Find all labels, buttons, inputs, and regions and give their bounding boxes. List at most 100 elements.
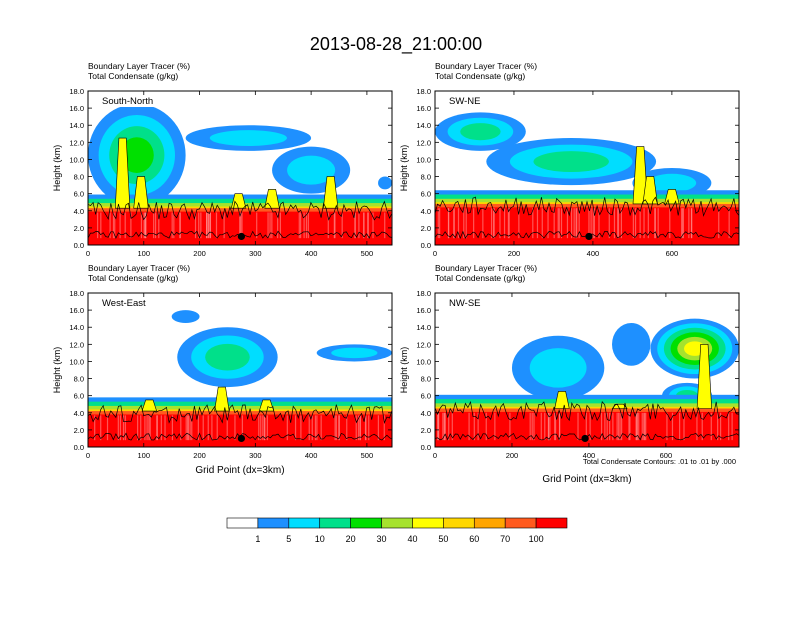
tracer-streak	[209, 212, 212, 239]
panel-header-condensate: Total Condensate (g/kg)	[88, 71, 178, 81]
tracer-streak	[346, 415, 348, 441]
colorbar-swatch	[288, 517, 321, 529]
tracer-streak	[547, 208, 549, 239]
tracer-streak	[553, 208, 555, 239]
plot-frame	[87, 90, 393, 246]
tracer-streak	[541, 208, 543, 239]
y-axis-label: Height (km)	[399, 347, 409, 394]
tracer-streak	[357, 415, 360, 441]
tracer-streak	[180, 415, 182, 441]
tracer-streak	[559, 412, 561, 441]
tracer-streak	[643, 208, 645, 239]
panel-header-condensate: Total Condensate (g/kg)	[435, 273, 525, 283]
tracer-streak	[482, 208, 484, 239]
tracer-streak	[448, 208, 450, 239]
tracer-streak	[149, 415, 151, 441]
contour-note: Total Condensate Contours: .01 to .01 by…	[583, 457, 736, 466]
tracer-streak	[578, 208, 580, 239]
tracer-streak	[558, 208, 560, 239]
tracer-streak	[305, 212, 308, 239]
tracer-streak	[130, 212, 132, 239]
tracer-streak	[226, 415, 228, 441]
tracer-streak	[608, 208, 610, 239]
x-tick-label: 400	[587, 249, 600, 258]
y-tick-label: 6.0	[74, 392, 84, 401]
tracer-streak	[701, 412, 703, 441]
tracer-streak	[657, 208, 659, 239]
cloud-band	[529, 348, 587, 388]
tracer-streak	[493, 208, 495, 239]
x-tick-label: 200	[508, 249, 521, 258]
y-tick-label: 6.0	[421, 190, 431, 199]
tracer-streak	[314, 415, 317, 441]
y-tick-label: 16.0	[416, 104, 431, 113]
tracer-streak	[671, 412, 674, 441]
tracer-streak	[358, 212, 360, 239]
colorbar-swatch	[473, 517, 506, 529]
colorbar-label: 1	[255, 534, 260, 544]
y-tick-label: 12.0	[416, 138, 431, 147]
x-tick-label: 300	[249, 451, 262, 460]
tracer-streak	[144, 212, 146, 239]
convective-tower	[230, 193, 247, 209]
tracer-streak	[442, 412, 444, 441]
colorbar-swatch	[535, 517, 568, 529]
tracer-streak	[263, 415, 266, 441]
x-tick-label: 600	[660, 451, 673, 460]
tracer-streak	[194, 212, 197, 239]
y-axis-label: Height (km)	[52, 347, 62, 394]
x-tick-label: 200	[506, 451, 519, 460]
tracer-streak	[728, 412, 730, 441]
tracer-streak	[576, 208, 578, 239]
tracer-streak	[114, 212, 116, 239]
panel-label-bg	[437, 93, 480, 107]
panel-header-tracer: Boundary Layer Tracer (%)	[435, 61, 537, 71]
condensate-contour	[88, 404, 392, 425]
tracer-streak	[294, 415, 297, 441]
tracer-streak	[451, 412, 453, 441]
tracer-streak	[632, 208, 634, 239]
convective-tower	[323, 176, 339, 209]
tracer-streak	[365, 415, 367, 441]
panel-header-tracer: Boundary Layer Tracer (%)	[435, 263, 537, 273]
cloud-band	[331, 347, 378, 359]
panels-group: Boundary Layer Tracer (%)Total Condensat…	[52, 61, 740, 485]
tracer-streak	[619, 412, 621, 441]
tracer-streak	[691, 208, 693, 239]
tracer-streak	[499, 208, 501, 239]
tracer-streak	[654, 208, 657, 239]
figure-title: 2013-08-28_21:00:00	[310, 34, 482, 55]
panel-label: South-North	[102, 96, 153, 107]
y-tick-label: 14.0	[69, 323, 84, 332]
cloud-band	[612, 322, 651, 366]
tracer-streak	[146, 415, 148, 441]
tracer-streak	[613, 208, 616, 239]
tracer-streak	[485, 412, 487, 441]
tracer-streak	[298, 212, 300, 239]
tracer-streak	[638, 412, 640, 441]
x-tick-label: 0	[86, 451, 90, 460]
tracer-streak	[634, 208, 637, 239]
tracer-streak	[266, 415, 268, 441]
convective-tower	[133, 176, 149, 209]
y-tick-label: 8.0	[74, 375, 84, 384]
tracer-streak	[338, 415, 340, 441]
tracer-streak	[241, 415, 243, 441]
y-tick-label: 2.0	[421, 426, 431, 435]
colorbar-label: 30	[377, 534, 387, 544]
tracer-streak	[448, 412, 450, 441]
y-axis-label: Height (km)	[52, 145, 62, 192]
y-tick-label: 12.0	[69, 138, 84, 147]
y-tick-label: 14.0	[416, 121, 431, 130]
convective-tower	[696, 344, 712, 409]
tracer-streak	[731, 412, 733, 441]
x-tick-label: 400	[305, 451, 318, 460]
panel-south-north: Boundary Layer Tracer (%)Total Condensat…	[52, 61, 393, 258]
tracer-streak	[258, 415, 260, 441]
tracer-streak	[171, 415, 174, 441]
tracer-streak	[465, 208, 467, 239]
y-tick-label: 2.0	[74, 224, 84, 233]
panel-header-condensate: Total Condensate (g/kg)	[88, 273, 178, 283]
tracer-streak	[503, 208, 506, 239]
